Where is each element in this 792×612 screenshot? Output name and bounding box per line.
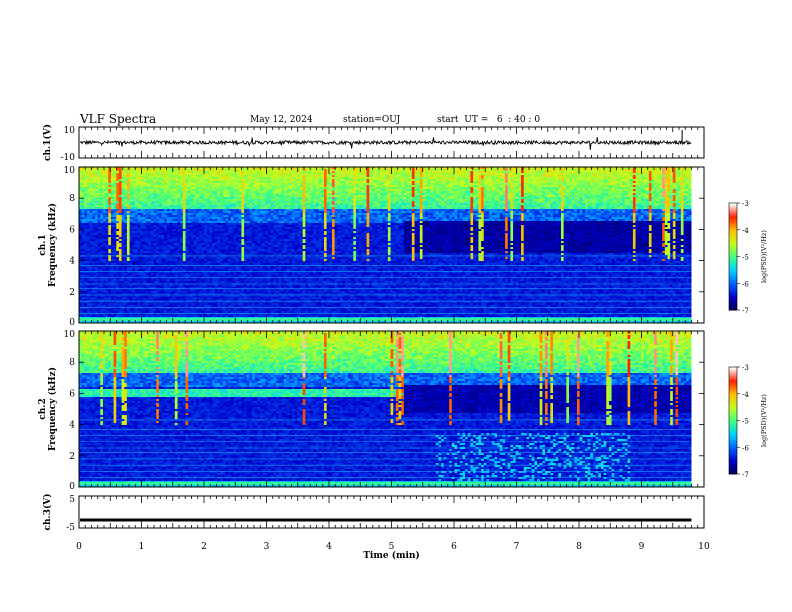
waveform-trace	[80, 137, 691, 150]
y-axis-label: ch.1(V)	[42, 124, 53, 161]
waveform-ch1-panel: 10 -10 ch.1(V)	[42, 124, 704, 163]
y-tick-label: -10	[61, 153, 76, 163]
spectrogram-image	[79, 167, 692, 323]
y-tick-label: 10	[64, 126, 76, 136]
